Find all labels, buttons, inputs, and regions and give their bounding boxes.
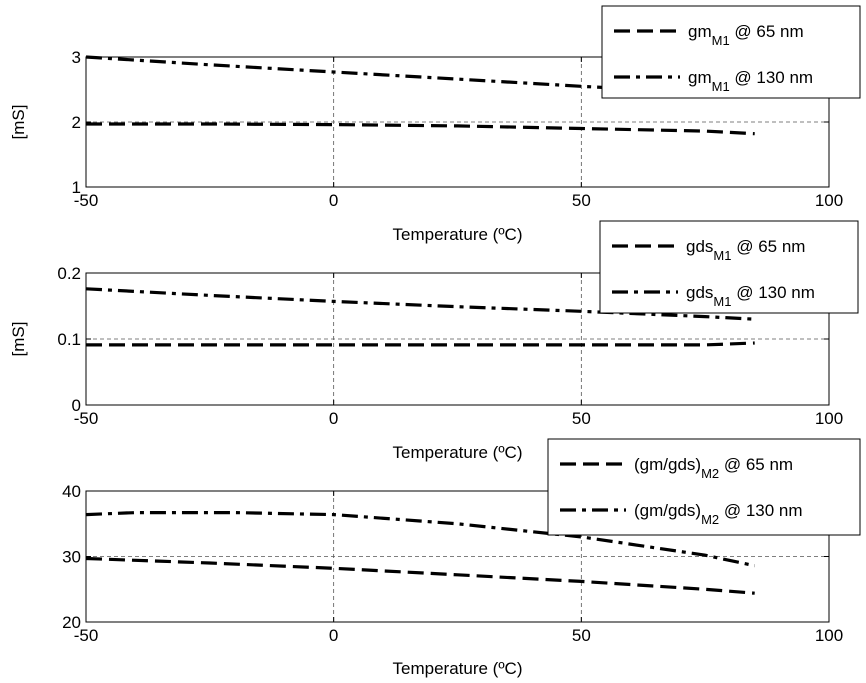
y-tick-label: 0.2 <box>57 264 81 283</box>
legend-entry: gmM1 @ 65 nm <box>688 22 804 48</box>
legend-entry: gdsM1 @ 65 nm <box>686 237 805 263</box>
x-tick-label: 100 <box>815 409 843 428</box>
series-line-2 <box>85 510 756 568</box>
x-axis-label: Temperature (ºC) <box>393 659 523 678</box>
legend: (gm/gds)M2 @ 65 nm (gm/gds)M2 @ 130 nm <box>547 438 861 536</box>
x-tick-label: 0 <box>329 626 338 645</box>
x-tick-label: -50 <box>74 409 99 428</box>
y-axis-label: [mS] <box>9 322 28 357</box>
y-tick-label: 40 <box>62 482 81 501</box>
x-tick-label: 0 <box>329 409 338 428</box>
y-tick-label: 0 <box>72 396 81 415</box>
x-tick-label: 0 <box>329 191 338 210</box>
series-line-1 <box>86 122 755 136</box>
y-tick-label: 2 <box>72 113 81 132</box>
x-tick-label: 100 <box>815 626 843 645</box>
legend-entry: gdsM1 @ 130 nm <box>686 283 815 309</box>
legend-box <box>601 5 861 99</box>
x-axis-label: Temperature (ºC) <box>393 225 523 244</box>
y-tick-label: 30 <box>62 548 81 567</box>
legend: gdsM1 @ 65 nm gdsM1 @ 130 nm <box>599 220 859 314</box>
series-line-1 <box>85 556 755 595</box>
y-tick-label: 20 <box>62 613 81 632</box>
x-tick-label: 50 <box>572 626 591 645</box>
y-tick-label: 3 <box>72 48 81 67</box>
chart-panel-3: -50 0 50 100 20 30 40 Temperature (ºC) (gm/gds)M… <box>62 438 861 678</box>
legend-entry: (gm/gds)M2 @ 130 nm <box>634 501 803 527</box>
x-tick-label: -50 <box>74 626 99 645</box>
series-line-1 <box>86 341 755 347</box>
x-axis-label: Temperature (ºC) <box>393 443 523 462</box>
y-axis-label: [mS] <box>9 105 28 140</box>
x-tick-label: 50 <box>572 409 591 428</box>
legend-box <box>547 438 861 536</box>
legend-entry: (gm/gds)M2 @ 65 nm <box>634 455 793 481</box>
x-tick-label: -50 <box>74 191 99 210</box>
legend-box <box>599 220 859 314</box>
x-tick-label: 100 <box>815 191 843 210</box>
y-tick-label: 0.1 <box>57 330 81 349</box>
chart-panel-1: -50 0 50 100 1 2 3 Temperature (ºC) [mS] gmM1 @ 6… <box>9 5 861 244</box>
series-line-2 <box>85 287 755 321</box>
y-tick-label: 1 <box>72 178 81 197</box>
x-tick-label: 50 <box>572 191 591 210</box>
legend-entry: gmM1 @ 130 nm <box>688 68 813 94</box>
legend: gmM1 @ 65 nm gmM1 @ 130 nm <box>601 5 861 99</box>
